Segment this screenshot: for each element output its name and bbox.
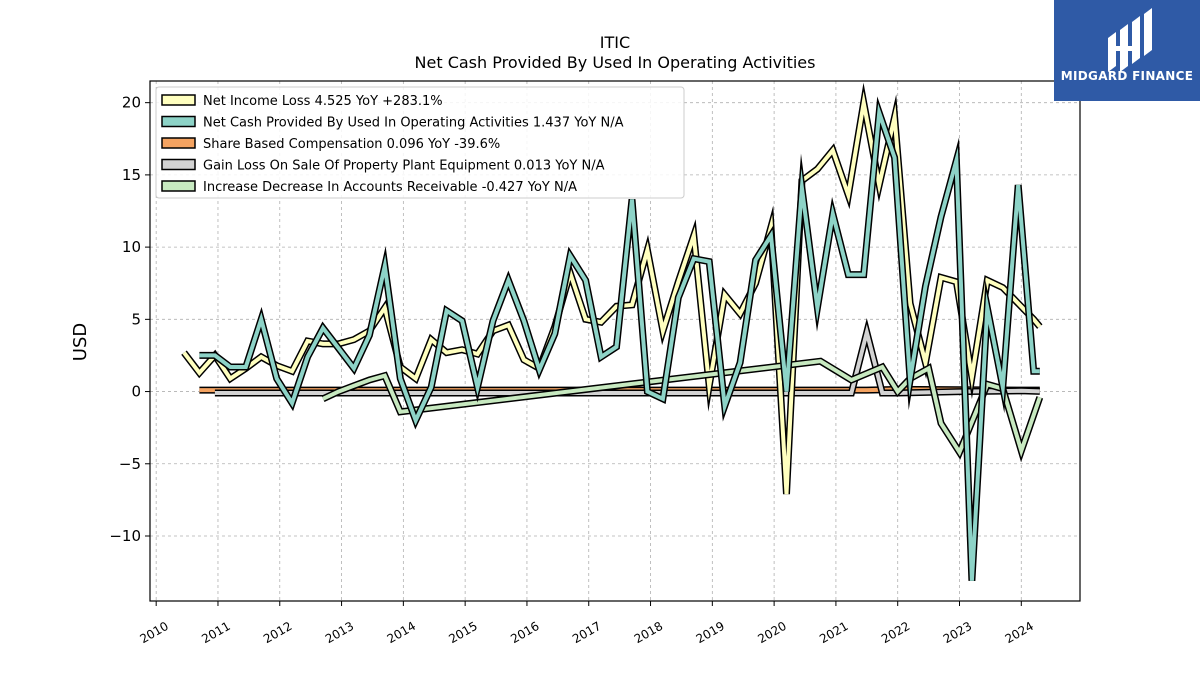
legend-entry: Net Income Loss 4.525 YoY +283.1% [203, 94, 443, 109]
y-axis-label: USD [70, 323, 91, 361]
legend-swatch [161, 94, 196, 106]
series-line-net-cash-provided-by-used-in-operating-activities [199, 103, 1040, 581]
y-tick-label: 5 [131, 310, 141, 328]
chart-subtitle: Net Cash Provided By Used In Operating A… [415, 53, 816, 72]
y-tick-label: 15 [122, 166, 141, 184]
series-group [181, 82, 1044, 581]
legend: Net Income Loss 4.525 YoY +283.1% Net Cas… [155, 86, 685, 199]
legend-swatch [161, 115, 196, 128]
plot-frame [149, 80, 1081, 602]
legend-swatch [161, 158, 196, 171]
legend-entry: Gain Loss On Sale Of Property Plant Equi… [203, 159, 605, 174]
logo-text: MIDGARD FINANCE [1061, 69, 1193, 83]
y-tick-label: 10 [122, 238, 141, 256]
brand-logo: MIDGARD FINANCE [1054, 0, 1200, 101]
midgard-logo-icon [1108, 8, 1152, 72]
y-tick-label: 20 [122, 94, 141, 112]
y-tick-label: −10 [109, 527, 141, 545]
legend-swatch [161, 180, 196, 192]
legend-entry: Increase Decrease In Accounts Receivable… [203, 180, 577, 195]
y-axis: −10 −5 0 5 10 15 20 [109, 94, 150, 545]
legend-entry: Share Based Compensation 0.096 YoY -39.6… [203, 137, 500, 152]
y-tick-label: −5 [119, 455, 141, 473]
chart-title: ITIC [600, 33, 630, 52]
y-tick-label: 0 [131, 383, 141, 401]
legend-entry: Net Cash Provided By Used In Operating A… [203, 116, 624, 131]
series-line-net-income-loss [182, 91, 1042, 495]
series-line-increase-decrease-in-accounts-receivable [322, 359, 1042, 458]
legend-box [155, 86, 685, 199]
legend-swatch [161, 137, 196, 149]
